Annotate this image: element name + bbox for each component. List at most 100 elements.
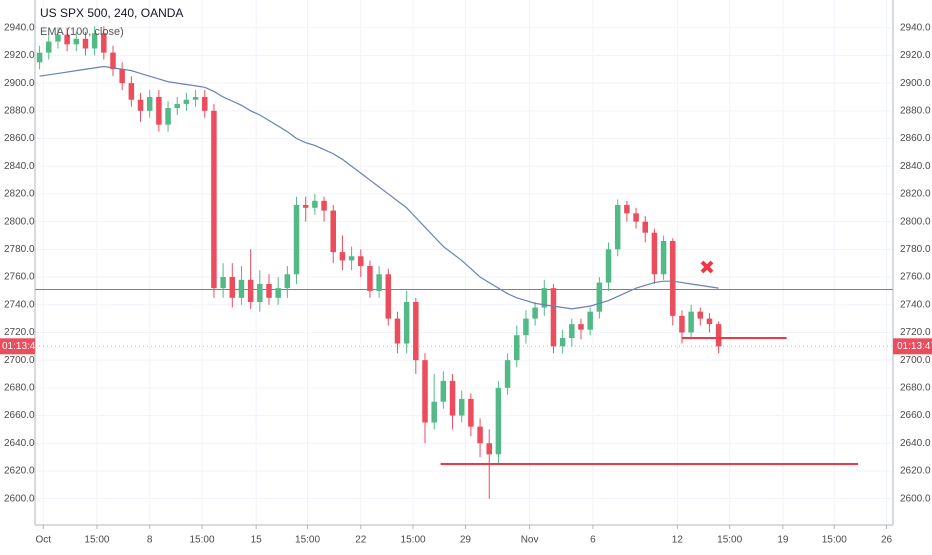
candle-body	[679, 315, 685, 333]
candle-body	[559, 337, 566, 347]
candle-body	[156, 96, 162, 125]
candle-body	[302, 205, 309, 208]
candle-body	[64, 34, 70, 45]
candle-body	[367, 265, 373, 291]
y-tick-label-right: 2940.0	[900, 22, 931, 33]
candle-body	[605, 249, 612, 283]
candle-body	[541, 288, 548, 308]
price-tag-left	[0, 338, 35, 355]
candle-body	[312, 200, 318, 208]
ema-line	[39, 65, 719, 310]
candle-body	[238, 279, 245, 298]
y-tick-label: 2900.0	[4, 78, 35, 89]
candle-body	[624, 205, 630, 214]
candle-body	[36, 52, 43, 63]
candle-body	[339, 252, 346, 261]
candle-body	[174, 103, 180, 109]
x-tick-label: Oct	[35, 535, 51, 546]
candle-body	[91, 33, 98, 49]
y-tick-label: 2680.0	[4, 383, 35, 394]
candle-body	[229, 277, 236, 298]
candle-body	[394, 318, 401, 344]
y-tick-label: 2660.0	[4, 410, 35, 421]
candle-body	[642, 221, 648, 233]
y-tick-label: 2840.0	[4, 161, 35, 172]
candle-body	[660, 241, 667, 275]
chart-title: US SPX 500, 240, OANDA	[40, 6, 183, 20]
candle-body	[486, 443, 492, 455]
candle-body	[651, 232, 658, 275]
candle-body	[257, 283, 263, 302]
candle-body	[128, 83, 135, 100]
candle-body	[614, 205, 621, 250]
y-tick-label: 2740.0	[4, 299, 35, 310]
candle-body	[82, 38, 89, 49]
candle-body	[569, 324, 575, 338]
y-tick-label: 2820.0	[4, 189, 35, 200]
x-tick-label: 26	[881, 535, 893, 546]
x-tick-label: 29	[460, 535, 472, 546]
y-tick-label: 2700.0	[4, 355, 35, 366]
y-tick-label-right: 2640.0	[900, 438, 931, 449]
x-tick-label: 22	[355, 535, 367, 546]
candle-body	[431, 401, 437, 423]
y-tick-label-right: 2620.0	[900, 466, 931, 477]
candle-body	[715, 324, 722, 347]
candle-body	[514, 335, 520, 361]
x-tick-label: 8	[147, 535, 153, 546]
y-tick-label-right: 2740.0	[900, 299, 931, 310]
candle-body	[165, 108, 171, 125]
y-tick-label-right: 2700.0	[900, 355, 931, 366]
candle-body	[449, 380, 456, 416]
y-tick-label-right: 2780.0	[900, 244, 931, 255]
candle-body	[119, 69, 125, 84]
candle-body	[385, 274, 392, 319]
candle-body	[504, 360, 511, 388]
y-tick-label: 2620.0	[4, 466, 35, 477]
y-tick-label-right: 2820.0	[900, 189, 931, 200]
candle-body	[688, 311, 694, 333]
y-tick-label-right: 2760.0	[900, 272, 931, 283]
x-tick-label: 6	[590, 535, 596, 546]
candle-body	[532, 307, 538, 319]
candle-body	[706, 318, 713, 325]
candle-body	[137, 99, 144, 111]
y-tick-label: 2600.0	[4, 493, 35, 504]
indicator-label: EMA (100, close)	[40, 26, 124, 38]
candle-body	[321, 200, 327, 211]
x-tick-label: 15:00	[84, 535, 109, 546]
candle-body	[293, 205, 300, 275]
y-tick-label: 2760.0	[4, 272, 35, 283]
x-marker	[700, 260, 714, 274]
candle-body	[403, 301, 410, 344]
y-tick-label-right: 2600.0	[900, 493, 931, 504]
candle-body	[101, 33, 107, 53]
candle-body	[376, 274, 382, 291]
y-tick-label: 2920.0	[4, 50, 35, 61]
candle-body	[358, 256, 364, 266]
y-tick-label: 2860.0	[4, 133, 35, 144]
candle-body	[458, 398, 465, 416]
candle-body	[348, 256, 355, 261]
candle-body	[220, 277, 226, 289]
x-tick-label: 15:00	[401, 535, 426, 546]
candle-body	[468, 398, 474, 427]
countdown-left: 01:13:47	[2, 341, 41, 352]
x-tick-label: 15:00	[717, 535, 742, 546]
candle-body	[596, 282, 603, 312]
y-tick-label-right: 2840.0	[900, 161, 931, 172]
x-tick-label: Nov	[521, 535, 539, 546]
x-tick-label: 15:00	[295, 535, 320, 546]
candle-body	[275, 288, 281, 298]
candle-body	[46, 41, 52, 53]
x-tick-label: 15:00	[189, 535, 214, 546]
candle-body	[266, 283, 272, 298]
candle-body	[192, 96, 199, 100]
y-tick-label-right: 2900.0	[900, 78, 931, 89]
candle-body	[211, 110, 217, 289]
candle-body	[587, 311, 593, 330]
candle-body	[440, 380, 447, 402]
y-tick-label-right: 2660.0	[900, 410, 931, 421]
candle-body	[697, 311, 704, 319]
